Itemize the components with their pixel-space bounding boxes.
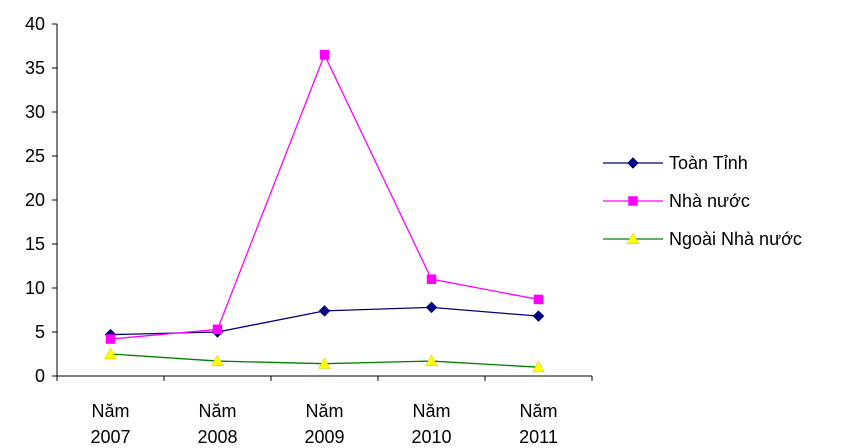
data-point <box>532 310 545 323</box>
legend-marker <box>626 232 640 245</box>
legend-item: Ngoài Nhà nước <box>603 229 802 249</box>
data-point <box>319 50 330 60</box>
y-tick-label: 5 <box>35 322 45 342</box>
data-point <box>211 354 224 367</box>
x-tick-label: Năm <box>412 401 450 421</box>
legend-item: Toàn Tỉnh <box>603 153 748 173</box>
y-tick-label: 10 <box>25 278 45 298</box>
y-tick-label: 20 <box>25 190 45 210</box>
legend-label: Ngoài Nhà nước <box>669 229 802 249</box>
series-0 <box>104 301 545 341</box>
legend-marker <box>627 157 639 169</box>
x-tick-label: 2008 <box>197 427 237 447</box>
data-point <box>426 274 437 284</box>
legend-marker <box>628 196 638 206</box>
data-point <box>212 324 223 335</box>
y-tick-label: 40 <box>25 14 45 34</box>
series-layer <box>104 50 545 373</box>
x-tick-label: 2010 <box>411 427 451 447</box>
x-tick-label: 2007 <box>90 427 130 447</box>
x-tick-label: Năm <box>198 401 236 421</box>
legend-label: Toàn Tỉnh <box>669 153 748 173</box>
data-point <box>533 294 544 305</box>
y-tick-label: 25 <box>25 146 45 166</box>
x-tick-label: Năm <box>91 401 129 421</box>
y-tick-label: 30 <box>25 102 45 122</box>
x-tick-label: Năm <box>305 401 343 421</box>
data-point <box>318 305 331 317</box>
legend-label: Nhà nước <box>669 191 750 211</box>
series-2 <box>104 347 545 373</box>
legend: Toàn Tỉnh Nhà nước Ngoài Nhà nước <box>603 153 802 249</box>
x-tick-label: 2009 <box>304 427 344 447</box>
series-line <box>110 53 539 340</box>
x-tick-label: 2011 <box>519 427 558 447</box>
data-point <box>105 334 116 344</box>
legend-item: Nhà nước <box>603 191 750 211</box>
y-tick-label: 35 <box>25 58 45 78</box>
series-1 <box>105 50 544 344</box>
y-tick-label: 0 <box>35 366 45 386</box>
data-point <box>318 357 331 369</box>
data-point <box>104 347 117 360</box>
x-tick-label: Năm <box>519 401 557 421</box>
y-tick-label: 15 <box>25 234 45 254</box>
data-point <box>425 354 438 367</box>
axes: 0 5 10 15 20 25 30 35 40 Năm 2007 Năm 2008 Năm 2009 Năm… <box>25 14 593 447</box>
data-point <box>532 360 545 373</box>
data-point <box>425 301 438 314</box>
